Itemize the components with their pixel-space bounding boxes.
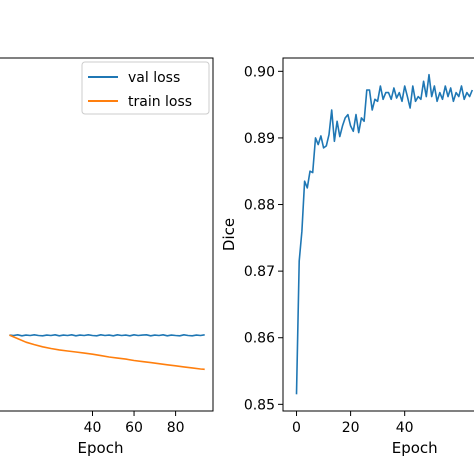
dice-chart-frame [282, 57, 474, 412]
dice-chart-x-tick-label: 40 [396, 420, 414, 436]
loss-chart: 40 60 80 Epoch val loss train loss [0, 57, 214, 457]
dice-chart-x-tick-label: 20 [342, 420, 360, 436]
dice-chart-x-tick-label: 0 [292, 420, 301, 436]
loss-chart-frame [0, 57, 214, 412]
dice-chart-y-axis-label: Dice [220, 218, 238, 251]
loss-chart-legend-label-1: train loss [128, 94, 192, 110]
dice-chart-y-tick-label: 0.90 [244, 64, 275, 80]
dice-chart-y-tick-label: 0.89 [244, 131, 275, 147]
loss-chart-series-1-line [9, 334, 205, 371]
dice-chart-series-0-line [295, 73, 474, 395]
dice-chart-y-tick-label: 0.86 [244, 331, 275, 347]
loss-chart-series-0-line [9, 333, 205, 337]
loss-chart-legend: val loss train loss [81, 61, 210, 115]
dice-chart: 0.85 0.86 0.87 0.88 0.89 0.90 0 20 40 Epoch Dice [220, 57, 474, 457]
dice-chart-y-tick-label: 0.85 [244, 397, 275, 413]
loss-chart-plot [9, 333, 205, 371]
loss-chart-x-ticks: 40 60 80 [84, 411, 185, 436]
dice-chart-plot [295, 73, 474, 395]
loss-chart-legend-label-0: val loss [128, 70, 180, 86]
dice-chart-ticks: 0.85 0.86 0.87 0.88 0.89 0.90 0 20 40 [244, 64, 414, 436]
dice-chart-x-axis-label: Epoch [392, 439, 438, 457]
loss-chart-x-tick-label: 40 [84, 420, 102, 436]
dice-chart-y-tick-label: 0.88 [244, 198, 275, 214]
loss-chart-x-tick-label: 80 [167, 420, 185, 436]
loss-chart-x-tick-label: 60 [125, 420, 143, 436]
dice-chart-y-tick-label: 0.87 [244, 264, 275, 280]
loss-chart-x-axis-label: Epoch [78, 439, 124, 457]
